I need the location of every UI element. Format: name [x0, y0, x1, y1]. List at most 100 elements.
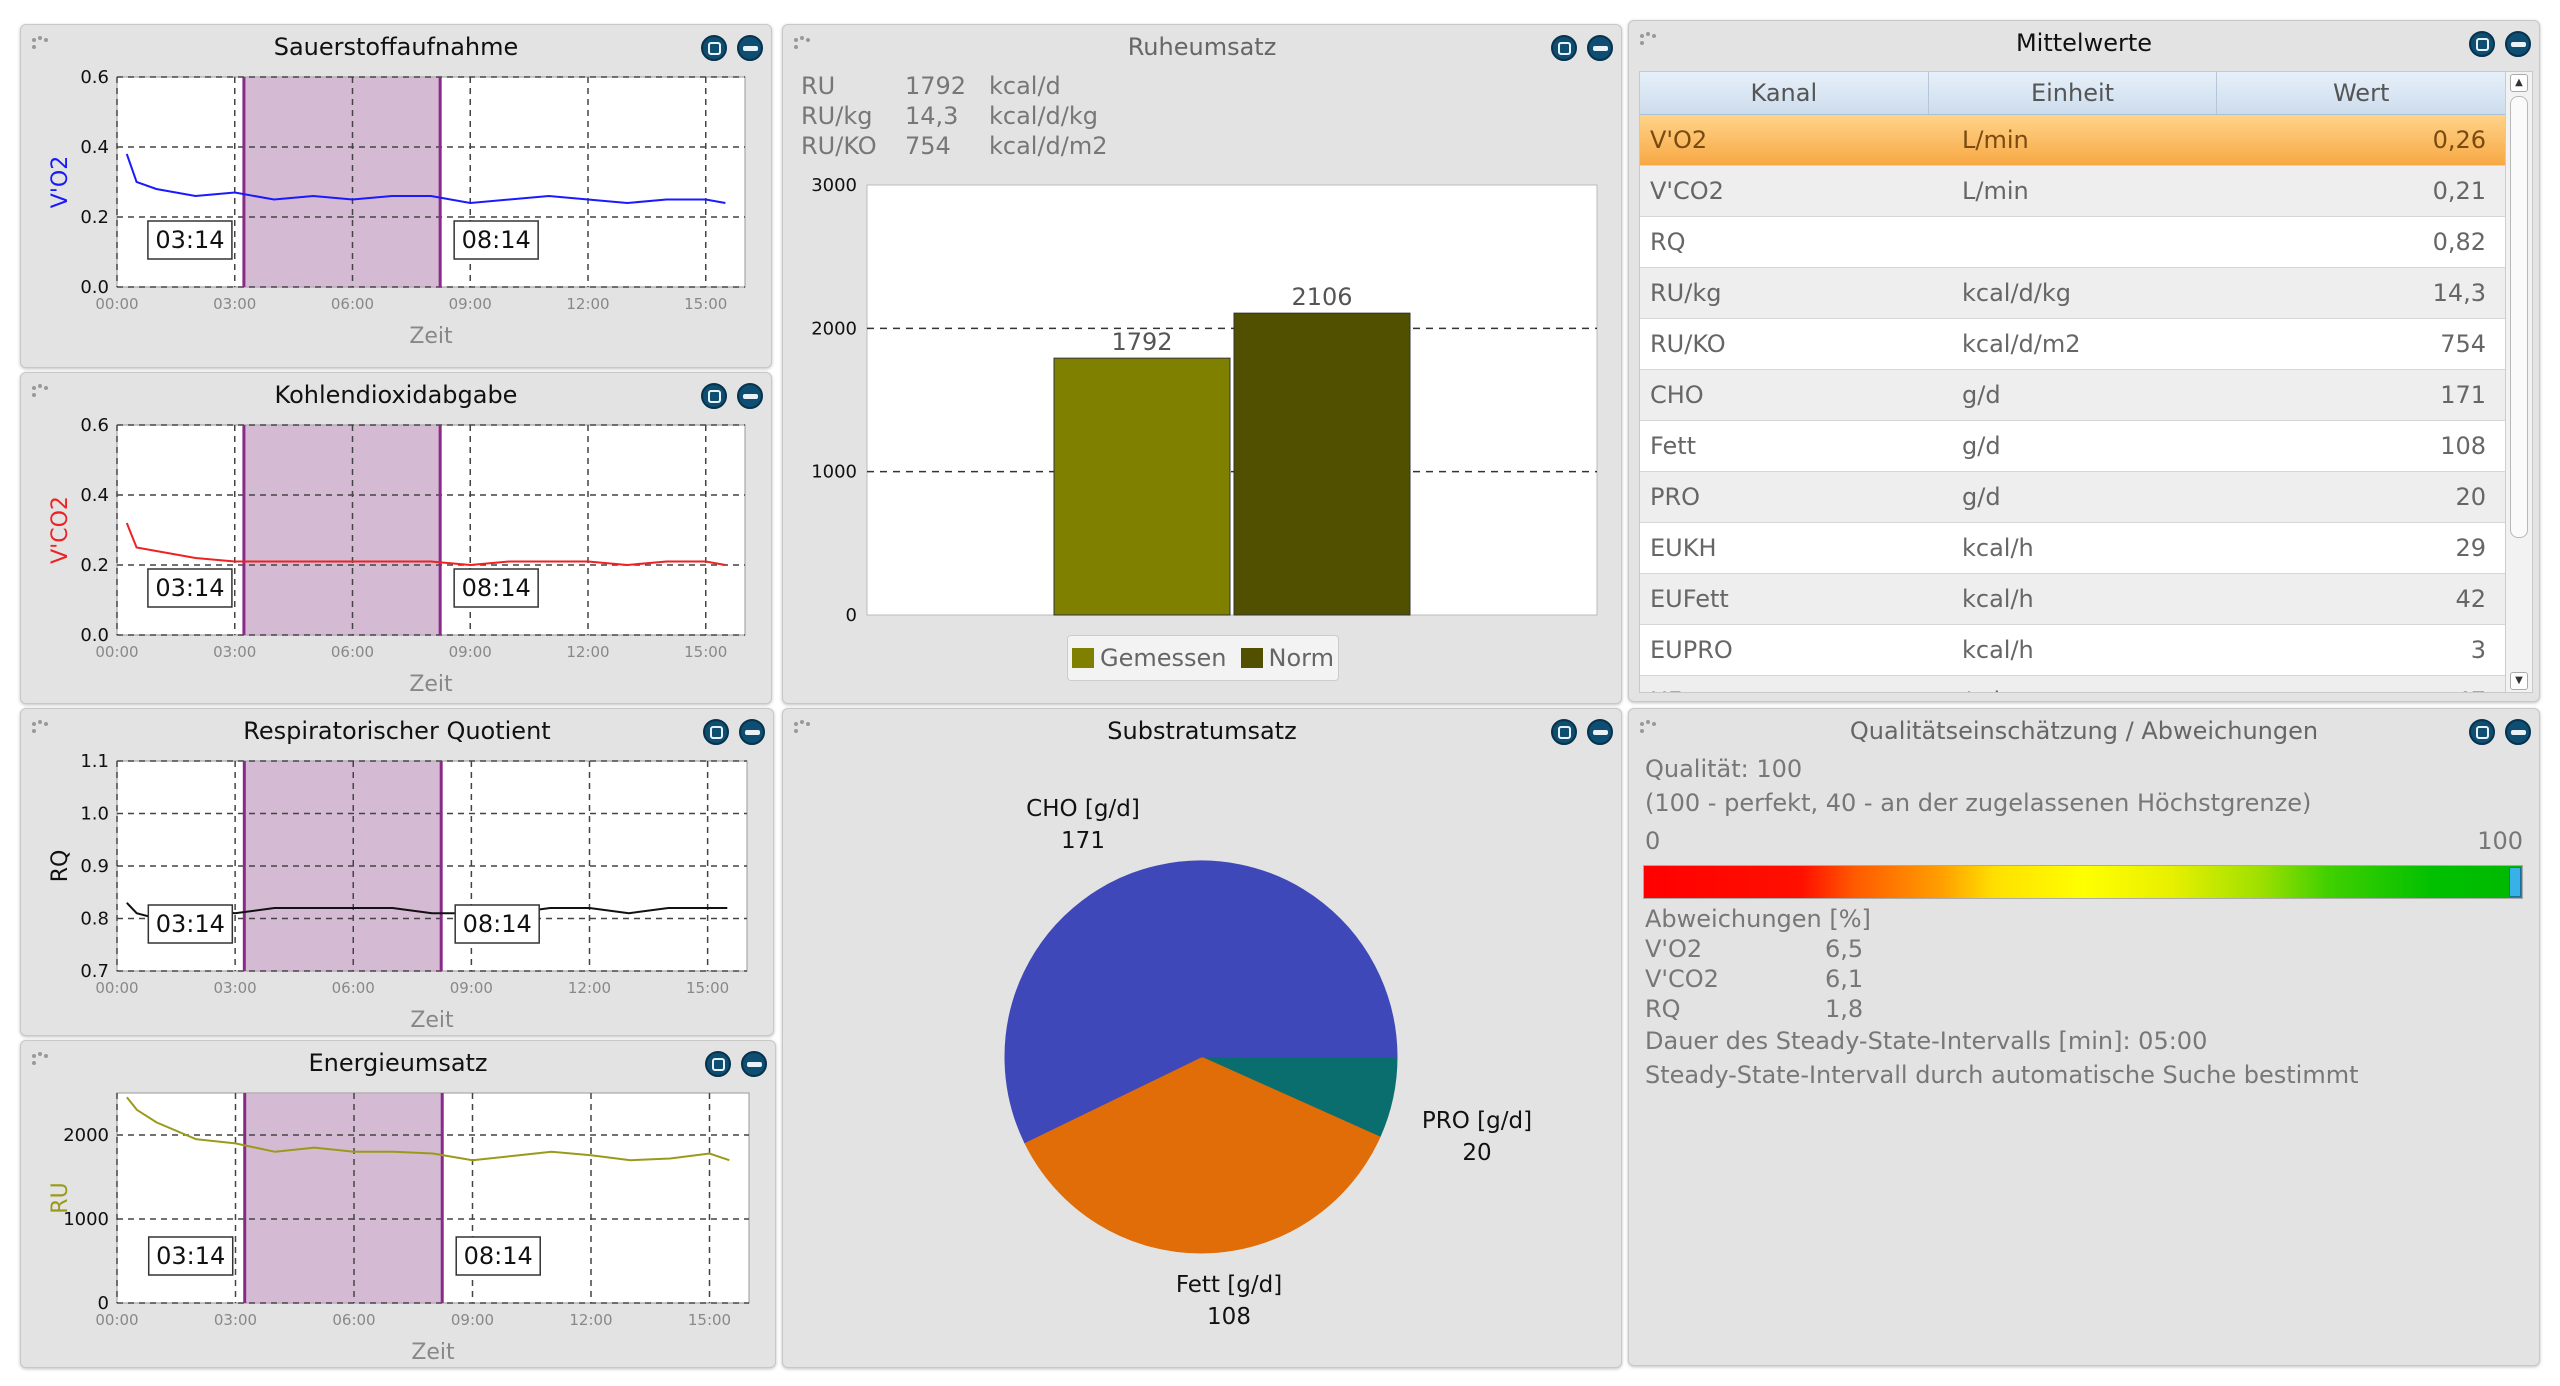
- minimize-button[interactable]: [1587, 35, 1613, 61]
- marker-time-label: 08:14: [464, 1242, 533, 1270]
- abw-rq-label: RQ: [1645, 995, 1681, 1023]
- table-row[interactable]: RU/KO kcal/d/m2 754: [1640, 319, 2506, 370]
- minimize-button[interactable]: [737, 35, 763, 61]
- x-tick-label: 03:00: [214, 979, 257, 997]
- bar-value-label: 2106: [1291, 283, 1352, 311]
- x-tick-label: 06:00: [331, 643, 374, 661]
- x-tick-label: 12:00: [566, 643, 609, 661]
- y-axis-label: RQ: [48, 850, 73, 883]
- maximize-button[interactable]: [701, 383, 727, 409]
- cell-wert: 29: [2455, 534, 2486, 562]
- bar-norm[interactable]: [1233, 312, 1411, 616]
- cell-einheit: kcal/h: [1962, 585, 2034, 613]
- legend-norm[interactable]: Norm: [1240, 644, 1334, 672]
- vo2-panel: Sauerstoffaufnahme 00:00 03:00 06:00 09:00 1…: [20, 24, 772, 368]
- drag-grip-icon[interactable]: [29, 35, 51, 57]
- cell-kanal: RU/kg: [1650, 279, 1722, 307]
- maximize-button[interactable]: [701, 35, 727, 61]
- drag-grip-icon[interactable]: [29, 1051, 51, 1073]
- pie-slice-cho[interactable]: [1004, 860, 1398, 1144]
- steady-state-region: [243, 77, 441, 287]
- ru-label: RU: [801, 72, 836, 100]
- maximize-button[interactable]: [705, 1051, 731, 1077]
- maximize-button[interactable]: [2469, 31, 2495, 57]
- ru-summary: RU 1792 kcal/d RU/kg 14,3 kcal/d/kg RU/KO 754…: [801, 71, 1108, 161]
- minimize-button[interactable]: [2505, 31, 2531, 57]
- bar-gemessen[interactable]: [1053, 357, 1231, 616]
- panel-title: Ruheumsatz: [1127, 33, 1277, 61]
- panel-title: Qualitätseinschätzung / Abweichungen: [1849, 717, 2319, 745]
- quality-gradient-bar: [1643, 865, 2523, 899]
- cell-kanal: Fett: [1650, 432, 1697, 460]
- minimize-button[interactable]: [741, 1051, 767, 1077]
- drag-grip-icon[interactable]: [791, 35, 813, 57]
- bar-value-label: 1792: [1111, 328, 1172, 356]
- scrollbar-thumb[interactable]: [2510, 96, 2528, 538]
- x-tick-label: 00:00: [95, 1311, 138, 1329]
- drag-grip-icon[interactable]: [791, 719, 813, 741]
- maximize-button[interactable]: [703, 719, 729, 745]
- y-tick-label: 0.2: [80, 207, 109, 228]
- table-row[interactable]: V'O2 L/min 0,26: [1640, 115, 2506, 166]
- table-row[interactable]: CHO g/d 171: [1640, 370, 2506, 421]
- y-tick-label: 0.9: [80, 856, 109, 877]
- abw-vo2-label: V'O2: [1645, 935, 1703, 963]
- rq-panel: Respiratorischer Quotient 00:00 03:00 06:0…: [20, 708, 774, 1036]
- drag-grip-icon[interactable]: [29, 383, 51, 405]
- minimize-button[interactable]: [2505, 719, 2531, 745]
- marker-time-label: 03:14: [155, 226, 224, 254]
- y-tick-label: 3000: [811, 175, 857, 196]
- x-tick-label: 03:00: [214, 1311, 257, 1329]
- plot-area[interactable]: [866, 184, 1598, 616]
- table-row[interactable]: PRO g/d 20: [1640, 472, 2506, 523]
- x-tick-label: 06:00: [332, 1311, 375, 1329]
- series-line: [125, 522, 726, 567]
- cell-einheit: g/d: [1962, 381, 2001, 409]
- ru-ko-unit: kcal/d/m2: [989, 132, 1108, 160]
- cell-wert: 47: [2264, 676, 2506, 692]
- maximize-button[interactable]: [1551, 719, 1577, 745]
- column-header-kanal[interactable]: Kanal: [1640, 72, 1929, 114]
- ruheumsatz-panel: Ruheumsatz RU 1792 kcal/d RU/kg 14,3 kcal/d/…: [782, 24, 1622, 704]
- steady-state-duration: Dauer des Steady-State-Intervalls [min]:…: [1645, 1027, 2208, 1055]
- cell-einheit: /min: [1952, 676, 2264, 692]
- cell-wert: 20: [2455, 483, 2486, 511]
- drag-grip-icon[interactable]: [1637, 719, 1659, 741]
- column-header-einheit[interactable]: Einheit: [1929, 72, 2218, 114]
- cell-kanal: HF: [1640, 676, 1952, 692]
- table-row[interactable]: RQ 0,82: [1640, 217, 2506, 268]
- cell-wert: 0,21: [2432, 177, 2486, 205]
- minimize-button[interactable]: [1587, 719, 1613, 745]
- y-axis-label: V'O2: [48, 156, 73, 208]
- pie-slice-fett[interactable]: [1024, 1056, 1381, 1254]
- cell-kanal: RQ: [1650, 228, 1686, 256]
- table-row[interactable]: V'CO2 L/min 0,21: [1640, 166, 2506, 217]
- abw-vco2-label: V'CO2: [1645, 965, 1719, 993]
- drag-grip-icon[interactable]: [29, 719, 51, 741]
- table-row[interactable]: EUPRO kcal/h 3: [1640, 625, 2506, 676]
- legend-gemessen[interactable]: Gemessen: [1072, 644, 1227, 672]
- table-row[interactable]: EUKH kcal/h 29: [1640, 523, 2506, 574]
- minimize-button[interactable]: [739, 719, 765, 745]
- marker-time-label: 03:14: [156, 1242, 225, 1270]
- minimize-button[interactable]: [737, 383, 763, 409]
- rq-chart: 00:00 03:00 06:00 09:00 12:00 15:00 1.1 1.0 0.9 0…: [48, 751, 748, 1033]
- x-tick-label: 15:00: [686, 979, 729, 997]
- column-header-wert[interactable]: Wert: [2217, 72, 2507, 114]
- scroll-down-arrow-icon[interactable]: ▼: [2510, 672, 2528, 690]
- maximize-button[interactable]: [1551, 35, 1577, 61]
- y-tick-label: 1.0: [80, 804, 109, 825]
- scroll-up-arrow-icon[interactable]: ▲: [2510, 74, 2528, 92]
- vertical-scrollbar[interactable]: ▲ ▼: [2505, 72, 2532, 692]
- x-tick-label: 00:00: [95, 295, 138, 313]
- maximize-button[interactable]: [2469, 719, 2495, 745]
- cell-wert: 0,26: [2432, 126, 2486, 154]
- table-row[interactable]: EUFett kcal/h 42: [1640, 574, 2506, 625]
- table-row[interactable]: HF/min47: [1640, 676, 2506, 692]
- y-tick-label: 0.0: [80, 277, 109, 298]
- drag-grip-icon[interactable]: [1637, 31, 1659, 53]
- y-tick-label: 0.6: [80, 415, 109, 436]
- table-row[interactable]: Fett g/d 108: [1640, 421, 2506, 472]
- table-row[interactable]: RU/kg kcal/d/kg 14,3: [1640, 268, 2506, 319]
- substrat-pie-chart: [1004, 860, 1398, 1254]
